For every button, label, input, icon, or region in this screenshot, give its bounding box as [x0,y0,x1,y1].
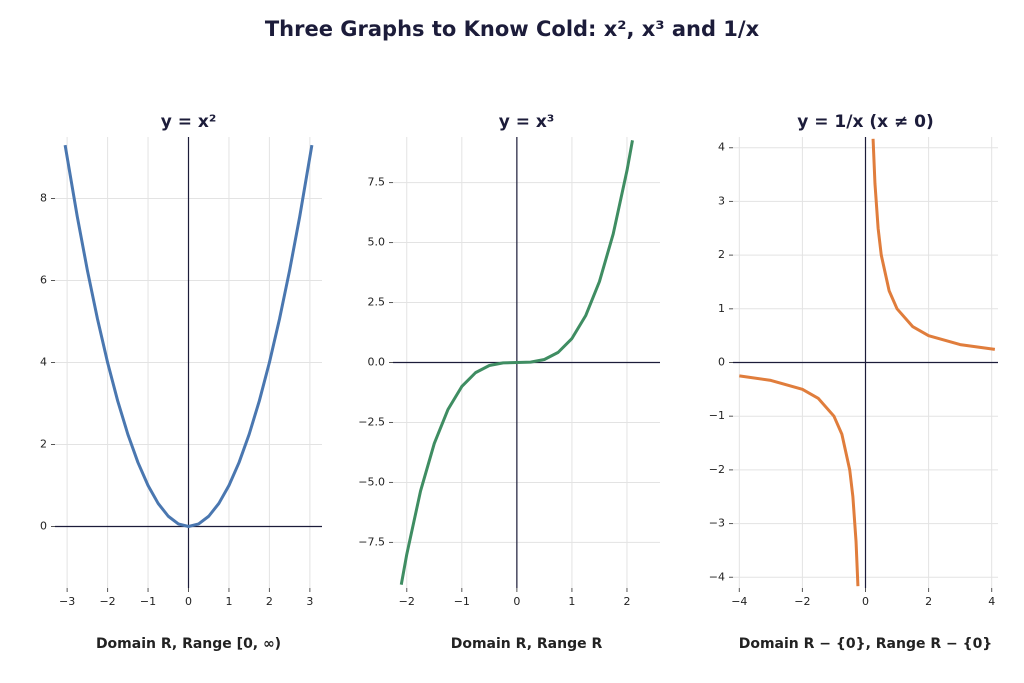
subplot-caption: Domain R − {0}, Range R − {0} [739,636,993,652]
y-tick-label: −4 [709,570,725,583]
y-tick-label: −7.5 [358,535,385,548]
figure-title: Three Graphs to Know Cold: x², x³ and 1/… [265,17,760,41]
x-tick-label: 2 [266,595,273,608]
subplot-title: y = x² [161,112,217,132]
y-tick-label: −3 [709,517,725,530]
y-tick-label: 2 [40,438,47,451]
subplot-caption: Domain R, Range R [451,636,603,652]
x-tick-label: 1 [568,595,575,608]
x-tick-label: −2 [794,595,810,608]
curve [399,140,634,585]
y-tick-label: −1 [709,409,725,422]
subplot-caption: Domain R, Range [0, ∞) [96,636,281,652]
y-tick-label: 0 [40,520,47,533]
x-tick-label: 2 [623,595,630,608]
y-tick-label: 2.5 [368,296,386,309]
curve [63,144,314,528]
y-tick-label: −5.0 [358,475,385,488]
curve [739,138,996,587]
y-tick-label: 0.0 [368,356,386,369]
x-tick-label: −1 [454,595,470,608]
x-tick-label: 3 [306,595,313,608]
y-tick-label: 7.5 [368,176,386,189]
y-tick-label: −2 [709,463,725,476]
x-tick-label: 2 [925,595,932,608]
y-tick-label: 5.0 [368,236,386,249]
x-tick-label: −3 [59,595,75,608]
y-tick-label: 8 [40,192,47,205]
x-tick-label: −2 [99,595,115,608]
x-tick-label: −4 [731,595,747,608]
x-tick-label: 4 [988,595,995,608]
x-tick-label: 1 [225,595,232,608]
y-tick-label: 1 [718,302,725,315]
x-tick-label: −2 [399,595,415,608]
y-tick-label: 2 [718,248,725,261]
x-tick-label: 0 [862,595,869,608]
subplot-title: y = 1/x (x ≠ 0) [797,112,934,132]
y-tick-label: 4 [718,141,725,154]
y-tick-label: 3 [718,194,725,207]
y-tick-label: 4 [40,356,47,369]
y-tick-label: 6 [40,274,47,287]
x-tick-label: −1 [140,595,156,608]
subplot-title: y = x³ [499,112,555,132]
y-tick-label: 0 [718,356,725,369]
y-tick-label: −2.5 [358,415,385,428]
x-tick-label: 0 [513,595,520,608]
x-tick-label: 0 [185,595,192,608]
